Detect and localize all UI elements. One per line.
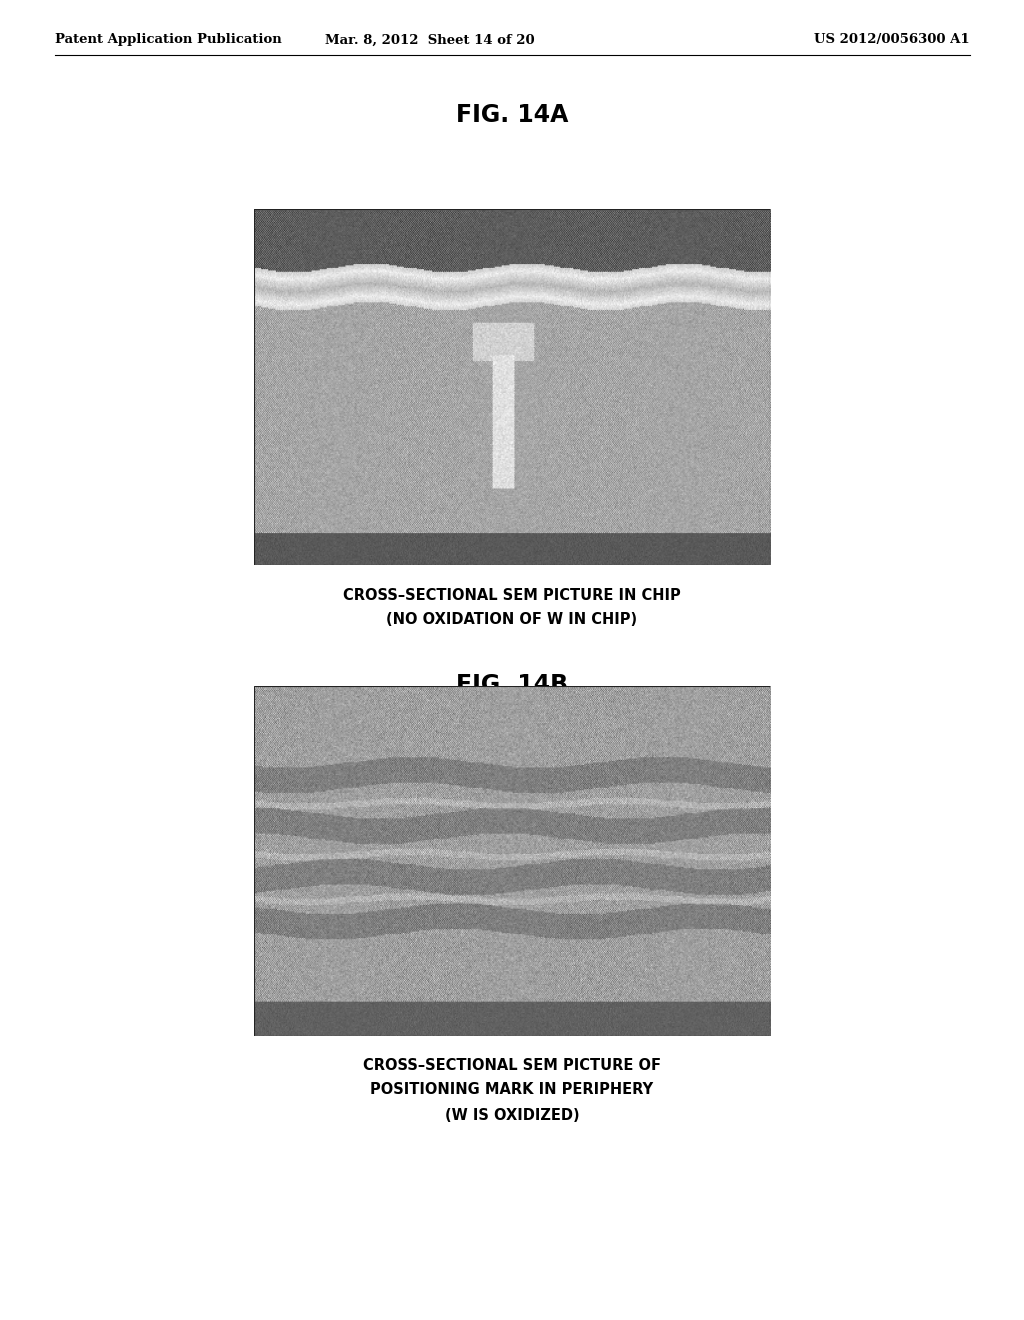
Text: Patent Application Publication: Patent Application Publication bbox=[55, 33, 282, 46]
Text: FIG. 14A: FIG. 14A bbox=[456, 103, 568, 127]
Text: CROSS–SECTIONAL SEM PICTURE OF: CROSS–SECTIONAL SEM PICTURE OF bbox=[362, 1057, 662, 1072]
Text: (NO OXIDATION OF W IN CHIP): (NO OXIDATION OF W IN CHIP) bbox=[386, 612, 638, 627]
Text: POSITIONING MARK IN PERIPHERY: POSITIONING MARK IN PERIPHERY bbox=[371, 1082, 653, 1097]
Text: (W IS OXIDIZED): (W IS OXIDIZED) bbox=[444, 1107, 580, 1122]
Text: Mar. 8, 2012  Sheet 14 of 20: Mar. 8, 2012 Sheet 14 of 20 bbox=[326, 33, 535, 46]
Text: CROSS–SECTIONAL SEM PICTURE IN CHIP: CROSS–SECTIONAL SEM PICTURE IN CHIP bbox=[343, 587, 681, 602]
Text: US 2012/0056300 A1: US 2012/0056300 A1 bbox=[814, 33, 970, 46]
Text: FIG. 14B: FIG. 14B bbox=[456, 673, 568, 697]
